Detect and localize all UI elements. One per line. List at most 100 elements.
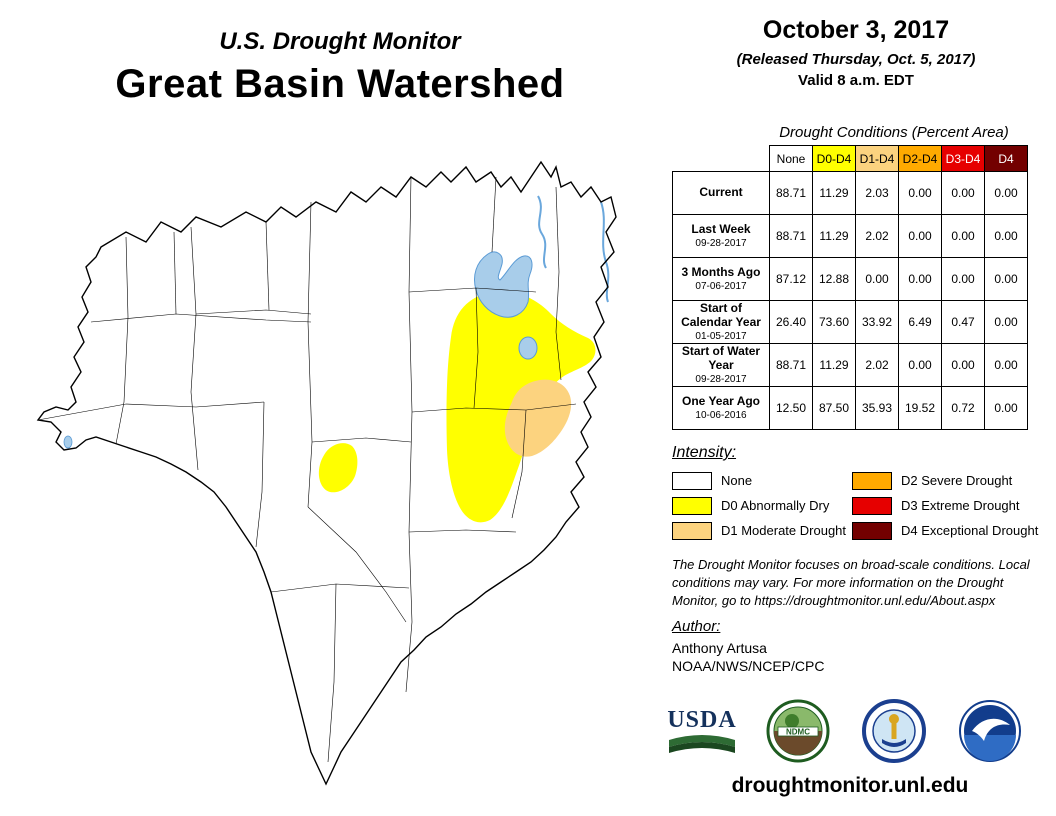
- cell: 0.00: [984, 214, 1028, 258]
- release-date: (Released Thursday, Oct. 5, 2017): [736, 51, 976, 68]
- cell: 0.00: [941, 257, 985, 301]
- row-label: Last Week 09-28-2017: [672, 214, 770, 258]
- legend-swatch-d4: [852, 521, 892, 540]
- col-header-d1d4: D1-D4: [855, 145, 899, 172]
- row-label: Current: [672, 171, 770, 215]
- row-label: One Year Ago 10-06-2016: [672, 386, 770, 430]
- table-corner: [672, 145, 770, 172]
- table-row: Current 88.71 11.29 2.03 0.00 0.00 0.00: [672, 171, 1028, 215]
- ndmc-logo-icon: NDMC: [762, 698, 834, 764]
- cell: 0.00: [984, 257, 1028, 301]
- cell: 0.00: [941, 214, 985, 258]
- commerce-seal-icon: [858, 698, 930, 764]
- author-name: Anthony Artusa: [672, 640, 767, 656]
- cell: 88.71: [769, 171, 813, 215]
- col-header-d2d4: D2-D4: [898, 145, 942, 172]
- cell: 73.60: [812, 300, 856, 344]
- cell: 88.71: [769, 343, 813, 387]
- table-row: Last Week 09-28-2017 88.71 11.29 2.02 0.0…: [672, 214, 1028, 258]
- cell: 0.72: [941, 386, 985, 430]
- report-subtitle: U.S. Drought Monitor: [219, 28, 461, 55]
- legend-swatch-d0: [672, 496, 712, 515]
- utah-lake: [518, 336, 538, 360]
- cell: 0.00: [984, 171, 1028, 215]
- legend-item-d4: D4 Exceptional Drought: [852, 518, 1038, 543]
- page-title: Great Basin Watershed: [115, 62, 565, 106]
- cell: 0.00: [984, 343, 1028, 387]
- legend-swatch-d3: [852, 496, 892, 515]
- great-salt-lake: [474, 251, 533, 318]
- cell: 2.02: [855, 343, 899, 387]
- cell: 87.12: [769, 257, 813, 301]
- cell: 87.50: [812, 386, 856, 430]
- legend-item-d1: D1 Moderate Drought: [672, 518, 846, 543]
- table-row: One Year Ago 10-06-2016 12.50 87.50 35.93…: [672, 386, 1028, 430]
- cell: 0.00: [898, 214, 942, 258]
- date-block: October 3, 2017 (Released Thursday, Oct.…: [700, 16, 1012, 89]
- svg-text:NDMC: NDMC: [786, 728, 810, 737]
- valid-time: Valid 8 a.m. EDT: [798, 72, 914, 89]
- cell: 0.00: [941, 171, 985, 215]
- usda-logo-icon: USDA: [666, 698, 738, 764]
- legend-item-d2: D2 Severe Drought: [852, 468, 1038, 493]
- cell: 0.00: [984, 386, 1028, 430]
- great-basin-map-svg: [36, 160, 617, 786]
- row-label: 3 Months Ago 07-06-2017: [672, 257, 770, 301]
- cell: 0.00: [855, 257, 899, 301]
- cell: 12.50: [769, 386, 813, 430]
- legend-item-none: None: [672, 468, 846, 493]
- cell: 2.02: [855, 214, 899, 258]
- watershed-outline: [36, 160, 617, 786]
- row-label: Start of Water Year 09-28-2017: [672, 343, 770, 387]
- agency-logos: USDA NDMC: [666, 698, 1026, 764]
- table-row: Start of Water Year 09-28-2017 88.71 11.2…: [672, 343, 1028, 387]
- drought-map: [16, 152, 660, 812]
- col-header-d4: D4: [984, 145, 1028, 172]
- author-organization: NOAA/NWS/NCEP/CPC: [672, 658, 825, 674]
- legend-column-left: None D0 Abnormally Dry D1 Moderate Droug…: [672, 468, 846, 543]
- cell: 11.29: [812, 171, 856, 215]
- cell: 33.92: [855, 300, 899, 344]
- d0-area-small: [318, 443, 358, 493]
- report-date: October 3, 2017: [762, 16, 950, 44]
- legend-item-d0: D0 Abnormally Dry: [672, 493, 846, 518]
- cell: 0.00: [898, 343, 942, 387]
- cell: 2.03: [855, 171, 899, 215]
- cell: 19.52: [898, 386, 942, 430]
- bear-river: [537, 195, 547, 269]
- cell: 6.49: [898, 300, 942, 344]
- cell: 0.00: [984, 300, 1028, 344]
- author-label: Author:: [672, 618, 721, 635]
- cell: 12.88: [812, 257, 856, 301]
- disclaimer-text: The Drought Monitor focuses on broad-sca…: [672, 557, 1030, 609]
- cell: 11.29: [812, 343, 856, 387]
- legend-swatch-none: [672, 471, 712, 490]
- svg-text:NOAA: NOAA: [980, 708, 999, 715]
- noaa-logo-icon: NOAA: [954, 698, 1026, 764]
- table-row: 3 Months Ago 07-06-2017 87.12 12.88 0.00 …: [672, 257, 1028, 301]
- legend-swatch-d1: [672, 521, 712, 540]
- cell: 0.47: [941, 300, 985, 344]
- cell: 26.40: [769, 300, 813, 344]
- col-header-none: None: [769, 145, 813, 172]
- legend-swatch-d2: [852, 471, 892, 490]
- col-header-d3d4: D3-D4: [941, 145, 985, 172]
- table-header-row: None D0-D4 D1-D4 D2-D4 D3-D4 D4: [672, 145, 1028, 172]
- table-row: Start of Calendar Year 01-05-2017 26.40 7…: [672, 300, 1028, 344]
- lake-tahoe: [63, 435, 73, 449]
- usda-swoosh-icon: [669, 734, 735, 753]
- legend-item-d3: D3 Extreme Drought: [852, 493, 1038, 518]
- cell: 35.93: [855, 386, 899, 430]
- cell: 0.00: [941, 343, 985, 387]
- cell: 0.00: [898, 257, 942, 301]
- cell: 88.71: [769, 214, 813, 258]
- site-url: droughtmonitor.unl.edu: [731, 774, 969, 797]
- drought-conditions-table: None D0-D4 D1-D4 D2-D4 D3-D4 D4 Current …: [672, 145, 1028, 430]
- cell: 0.00: [898, 171, 942, 215]
- subbasin-boundaries: [37, 176, 577, 763]
- d1-area: [504, 379, 572, 457]
- cell: 11.29: [812, 214, 856, 258]
- table-caption: Drought Conditions (Percent Area): [779, 124, 1009, 141]
- legend-column-right: D2 Severe Drought D3 Extreme Drought D4 …: [852, 468, 1038, 543]
